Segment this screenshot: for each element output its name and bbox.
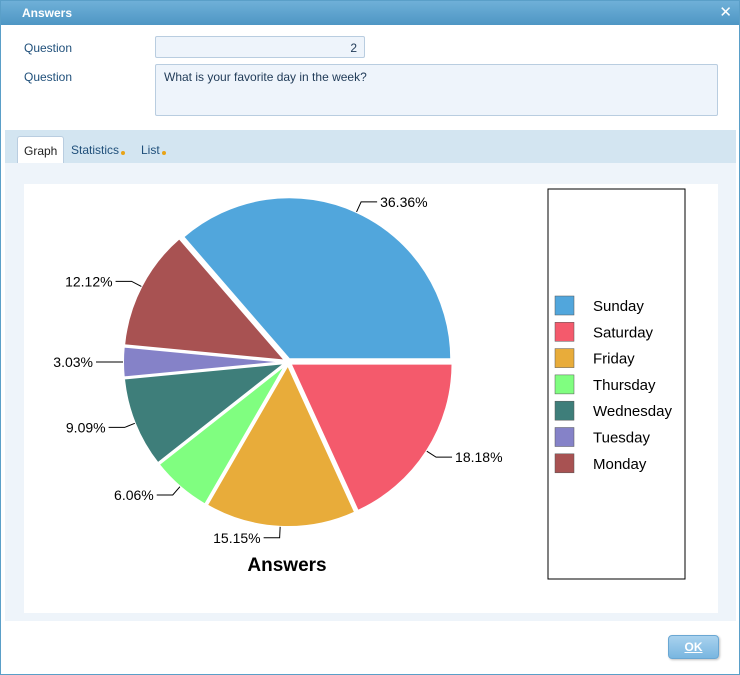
legend-label-friday: Friday xyxy=(593,351,635,368)
legend-label-wednesday: Wednesday xyxy=(593,403,672,420)
legend-swatch-thursday xyxy=(554,374,575,395)
question-text-field[interactable]: What is your favorite day in the week? xyxy=(155,64,718,116)
tab-list-label: List xyxy=(141,143,160,157)
legend-label-saturday: Saturday xyxy=(593,324,654,341)
question-text-label: Question xyxy=(24,70,73,84)
pie-slice-sunday xyxy=(181,196,453,361)
legend-label-tuesday: Tuesday xyxy=(593,430,650,447)
pie-slice-friday xyxy=(205,362,357,528)
ok-button[interactable]: OK xyxy=(668,635,719,659)
window-title: Answers xyxy=(22,6,73,20)
title-bar: Answers ✕ xyxy=(1,1,739,25)
question-number-field[interactable]: 2 xyxy=(155,36,365,58)
tab-statistics-label: Statistics xyxy=(71,143,120,157)
slice-leader-line xyxy=(156,486,181,496)
slice-label-thursday: 6.06% xyxy=(114,487,154,503)
slice-label-sunday: 36.36% xyxy=(380,194,427,210)
dot-icon xyxy=(161,151,166,155)
slice-label-tuesday: 3.03% xyxy=(53,354,93,370)
legend-swatch-tuesday xyxy=(554,427,575,447)
legend-swatch-monday xyxy=(554,453,575,474)
question-number-label: Question xyxy=(24,41,73,55)
slice-leader-line xyxy=(108,422,136,428)
pie-chart: 36.36%12.12%3.03%9.09%6.06%15.15%18.18% … xyxy=(53,188,686,580)
slice-label-monday: 12.12% xyxy=(65,273,112,289)
legend-label-monday: Monday xyxy=(593,456,647,473)
chart-area: 36.36% 12.12% 3.03% 9.09% 6.06% 15.15% 18.18% … xyxy=(24,184,718,613)
legend-swatch-sunday xyxy=(554,295,575,316)
slice-leader-line xyxy=(426,450,453,458)
pie-slice-thursday xyxy=(157,363,287,506)
slice-leader-line xyxy=(263,526,281,539)
tab-bar: Graph Statistics List xyxy=(5,130,736,163)
slice-label-wednesday: 9.09% xyxy=(66,419,106,435)
pie-slice-wednesday xyxy=(122,361,289,465)
tab-graph[interactable]: Graph xyxy=(17,136,65,163)
pie-slice-tuesday xyxy=(122,345,286,379)
legend-swatch-saturday xyxy=(554,322,575,342)
legend-label-sunday: Sunday xyxy=(593,298,644,315)
slice-label-friday: 15.15% xyxy=(213,530,260,546)
legend-swatch-wednesday xyxy=(554,400,575,421)
tab-statistics[interactable]: Statistics xyxy=(65,136,131,163)
slice-leader-line xyxy=(356,201,378,213)
dot-icon xyxy=(121,151,126,155)
tab-graph-label: Graph xyxy=(24,144,58,158)
legend-label-thursday: Thursday xyxy=(593,377,656,394)
close-icon[interactable]: ✕ xyxy=(719,3,732,21)
slice-label-saturday: 18.18% xyxy=(455,449,502,465)
slice-leader-line xyxy=(115,280,142,287)
legend-swatch-friday xyxy=(554,348,575,368)
chart-title: Answers xyxy=(247,555,326,576)
pie-slice-saturday xyxy=(288,362,454,513)
tab-list[interactable]: List xyxy=(135,136,172,163)
